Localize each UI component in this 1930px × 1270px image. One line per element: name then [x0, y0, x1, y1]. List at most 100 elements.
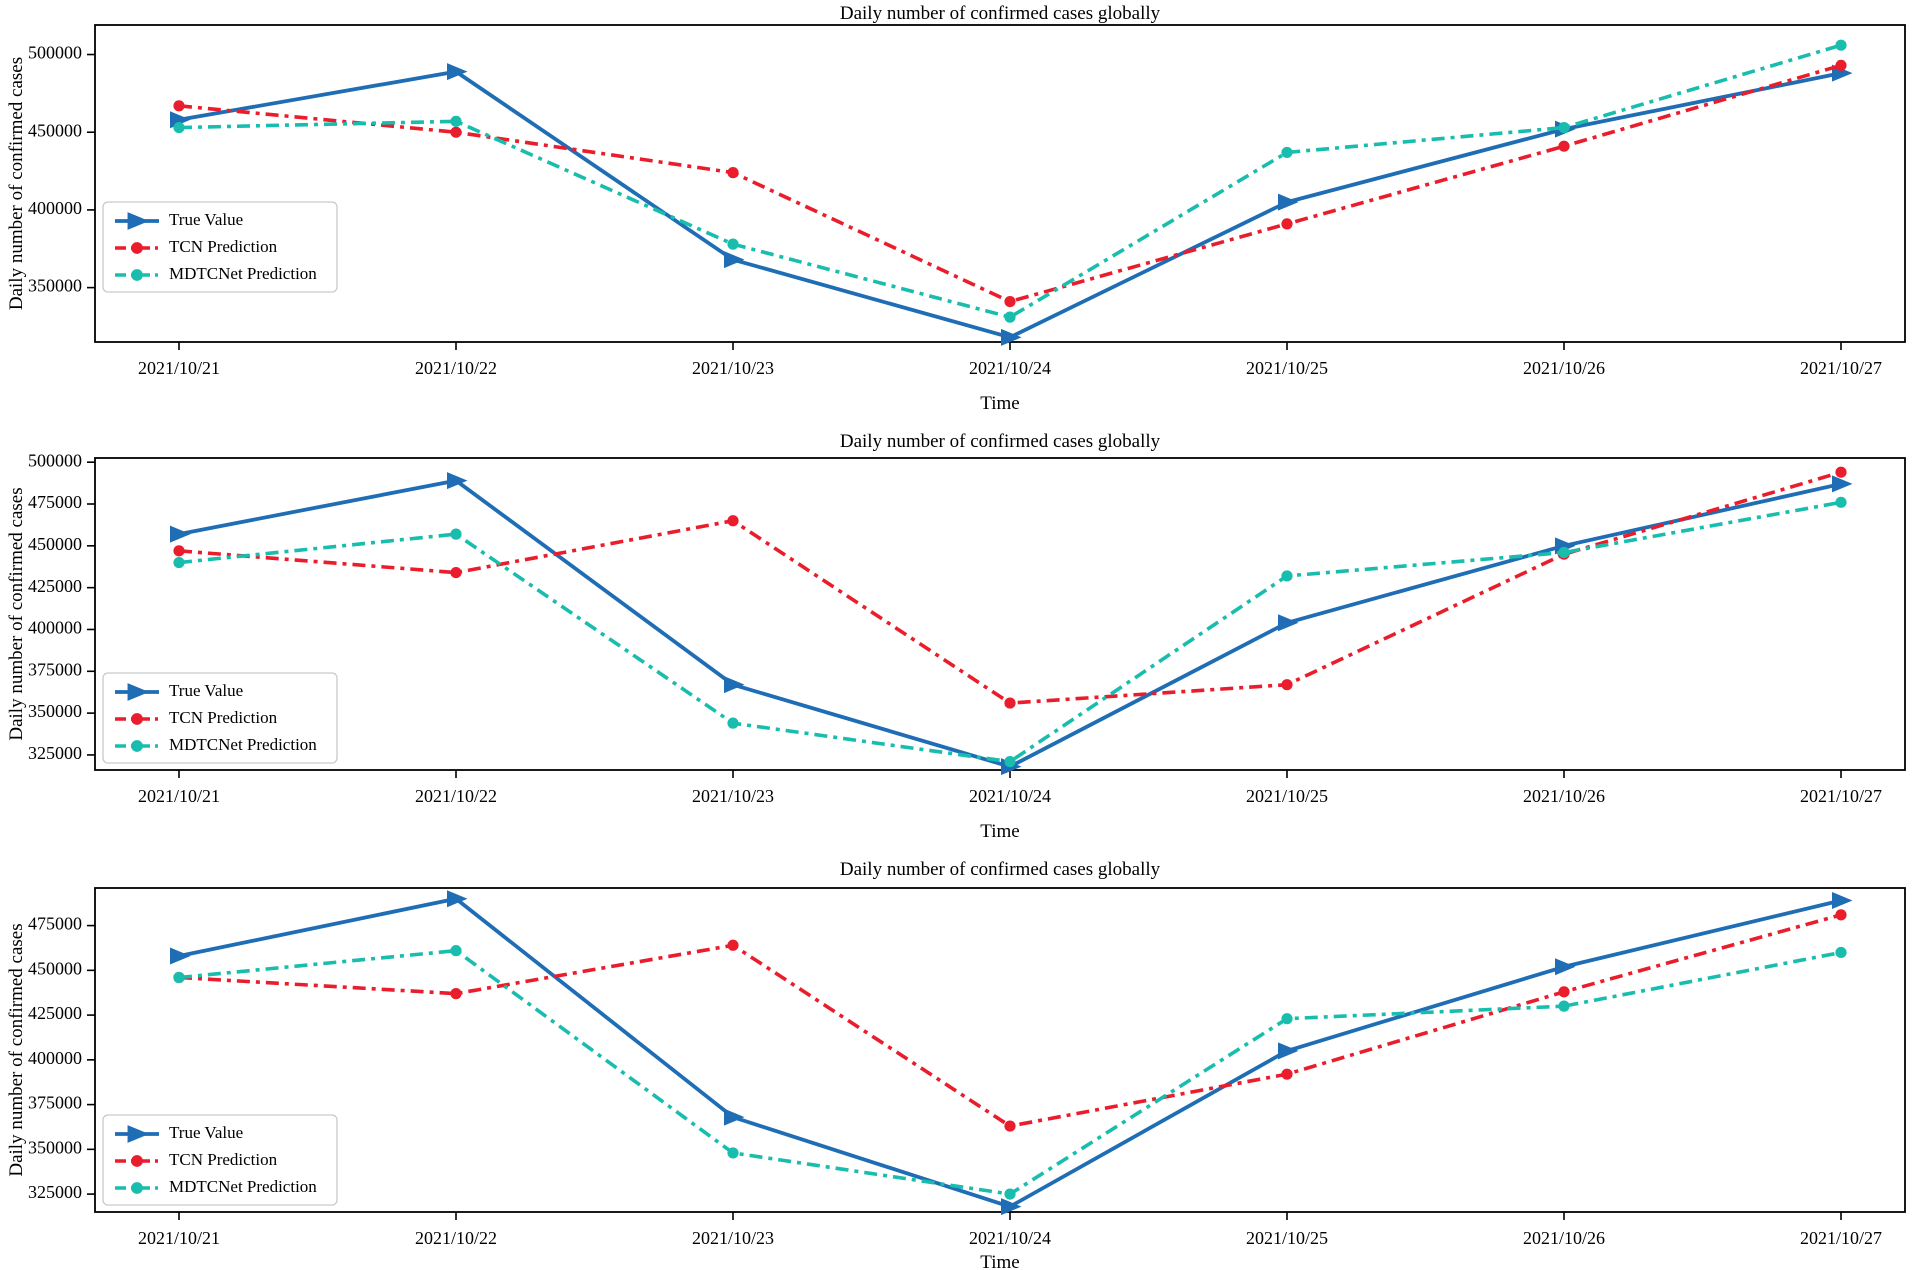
chart-3-y-tick-label: 325000: [28, 1182, 82, 1202]
chart-3-y-tick-label: 375000: [28, 1093, 82, 1113]
chart-1-series-mdtcnet-prediction-line: [178, 43, 1842, 319]
legend-item-label-tcn-prediction: TCN Prediction: [169, 708, 278, 727]
chart-3-series-true-value-marker: [1832, 892, 1853, 910]
chart-1-x-tick-label: 2021/10/24: [969, 358, 1051, 378]
chart-1-series-tcn-prediction-marker: [727, 167, 739, 179]
legend-box: [102, 1114, 338, 1206]
chart-3-series-true-value-marker: [1555, 958, 1576, 976]
chart-2-series-tcn-prediction-marker: [1281, 679, 1293, 691]
chart-1-plot-border: [94, 24, 1906, 343]
chart-3: Daily number of confirmed cases globally…: [6, 859, 1906, 1270]
chart-1-y-tick-label: 450000: [28, 120, 82, 140]
chart-3-series-mdtcnet-prediction-marker: [1004, 1188, 1016, 1200]
legend-item-label-tcn-prediction: TCN Prediction: [169, 1150, 278, 1169]
chart-1-series-tcn-prediction-line: [178, 63, 1842, 304]
chart-1-series-tcn-prediction-marker: [1558, 140, 1570, 152]
legend-item-label-mdtcnet-prediction: MDTCNet Prediction: [169, 735, 317, 754]
chart-3-series-true-value-marker: [1001, 1198, 1022, 1216]
chart-3-y-axis-label: Daily number of confirmed cases: [6, 923, 27, 1176]
chart-3-series-true-value-marker: [447, 890, 468, 908]
chart-3-y-tick-label: 400000: [28, 1048, 82, 1068]
chart-2-series-true-value-marker: [1832, 475, 1853, 493]
chart-1-title: Daily number of confirmed cases globally: [840, 3, 1161, 24]
chart-1-series-true-value-marker: [447, 63, 468, 81]
legend-sample-marker-true-value: [127, 683, 150, 701]
chart-3-series-mdtcnet-prediction-marker: [173, 971, 185, 984]
chart-1-x-tick-label: 2021/10/21: [138, 358, 220, 378]
chart-1-series-true-value-marker: [1278, 193, 1299, 211]
chart-3-title: Daily number of confirmed cases globally: [840, 859, 1161, 880]
chart-2-x-axis-label: Time: [980, 821, 1019, 842]
chart-3-series-mdtcnet-prediction-marker: [1558, 1000, 1570, 1012]
legend-box: [102, 672, 338, 764]
chart-2-series-tcn-prediction-marker: [1004, 697, 1016, 709]
chart-2-x-tick-label: 2021/10/25: [1246, 786, 1328, 806]
chart-1-x-tick-label: 2021/10/25: [1246, 358, 1328, 378]
chart-1-series-mdtcnet-prediction-marker: [1281, 146, 1293, 159]
chart-1-x-tick-label: 2021/10/27: [1800, 358, 1882, 378]
chart-3-x-tick-label: 2021/10/21: [138, 1228, 220, 1248]
legend-item-label-true-value: True Value: [169, 210, 243, 229]
chart-1-series-mdtcnet-prediction-marker: [173, 121, 185, 134]
chart-2-y-tick-label: 425000: [28, 576, 82, 596]
legend-item-label-tcn-prediction: TCN Prediction: [169, 237, 278, 256]
chart-1-series-tcn-prediction-marker: [173, 100, 185, 112]
chart-3-series-tcn-prediction-marker: [450, 988, 462, 1000]
chart-3-y-tick-label: 475000: [28, 914, 82, 934]
chart-1-x-axis-label: Time: [980, 393, 1019, 414]
legend-box: [102, 201, 338, 293]
chart-1-series-mdtcnet-prediction-marker: [1558, 121, 1570, 134]
chart-2-series-mdtcnet-prediction-marker: [1835, 496, 1847, 508]
chart-2-series-true-value-marker: [170, 525, 191, 543]
chart-3-x-tick-label: 2021/10/24: [969, 1228, 1051, 1248]
chart-2-x-tick-label: 2021/10/22: [415, 786, 497, 806]
chart-3-series-true-value-marker: [1278, 1042, 1299, 1060]
chart-1-x-tick-label: 2021/10/26: [1523, 358, 1605, 378]
chart-3-x-tick-label: 2021/10/25: [1246, 1228, 1328, 1248]
chart-2-plot-border: [94, 457, 1906, 771]
chart-2-series-mdtcnet-prediction-marker: [727, 717, 739, 729]
chart-3-series-true-value-marker: [724, 1108, 745, 1126]
legend-sample-marker-tcn-prediction: [131, 713, 143, 725]
legend-item-label-true-value: True Value: [169, 681, 243, 700]
chart-2-legend: True Value TCN Prediction MDTCNet Predicti…: [102, 672, 338, 764]
chart-2-y-tick-label: 375000: [28, 659, 82, 679]
chart-1-series-true-value-marker: [1001, 328, 1022, 346]
chart-1-series-mdtcnet-prediction-marker: [1835, 39, 1847, 51]
chart-3-series-true-value-marker: [170, 947, 191, 965]
chart-1-series-mdtcnet-prediction-marker: [727, 238, 739, 250]
chart-2-x-tick-label: 2021/10/24: [969, 786, 1051, 806]
chart-2-series-true-value-marker: [1278, 614, 1299, 632]
chart-2-y-tick-label: 475000: [28, 492, 82, 512]
chart-1-series-mdtcnet-prediction-marker: [450, 115, 462, 127]
chart-2-series-mdtcnet-prediction-marker: [1004, 756, 1016, 768]
chart-2-series-tcn-prediction-marker: [450, 566, 462, 579]
chart-1-y-tick-label: 500000: [28, 43, 82, 63]
legend-sample-marker-mdtcnet-prediction: [131, 269, 143, 281]
chart-2-series-mdtcnet-prediction-marker: [450, 528, 462, 540]
legend-sample-marker-tcn-prediction: [131, 242, 143, 254]
chart-3-x-tick-label: 2021/10/23: [692, 1228, 774, 1248]
chart-3-y-tick-label: 450000: [28, 958, 82, 978]
chart-1-series-mdtcnet-prediction-marker: [1004, 311, 1016, 323]
chart-3-series-mdtcnet-prediction-marker: [1835, 946, 1847, 959]
chart-1: Daily number of confirmed cases globally…: [6, 3, 1906, 414]
chart-3-x-tick-label: 2021/10/26: [1523, 1228, 1605, 1248]
chart-2-series-mdtcnet-prediction-marker: [1558, 546, 1570, 559]
chart-2-y-tick-label: 500000: [28, 450, 82, 470]
chart-2-x-tick-label: 2021/10/27: [1800, 786, 1882, 806]
chart-3-series-mdtcnet-prediction-marker: [727, 1147, 739, 1159]
chart-3-series-true-value-line: [178, 896, 1842, 1209]
chart-3-x-tick-label: 2021/10/22: [415, 1228, 497, 1248]
chart-2-series-mdtcnet-prediction-marker: [1281, 570, 1293, 582]
chart-2-y-tick-label: 325000: [28, 743, 82, 763]
chart-1-series-tcn-prediction-marker: [450, 126, 462, 138]
chart-3-series-mdtcnet-prediction-marker: [450, 945, 462, 957]
chart-1-y-axis-label: Daily number of confirmed cases: [6, 57, 27, 310]
legend-sample-marker-mdtcnet-prediction: [131, 1182, 143, 1194]
chart-3-legend: True Value TCN Prediction MDTCNet Predicti…: [102, 1114, 338, 1206]
chart-1-x-tick-label: 2021/10/22: [415, 358, 497, 378]
chart-3-series-tcn-prediction-marker: [727, 939, 739, 951]
chart-2-series-true-value-line: [178, 478, 1842, 769]
